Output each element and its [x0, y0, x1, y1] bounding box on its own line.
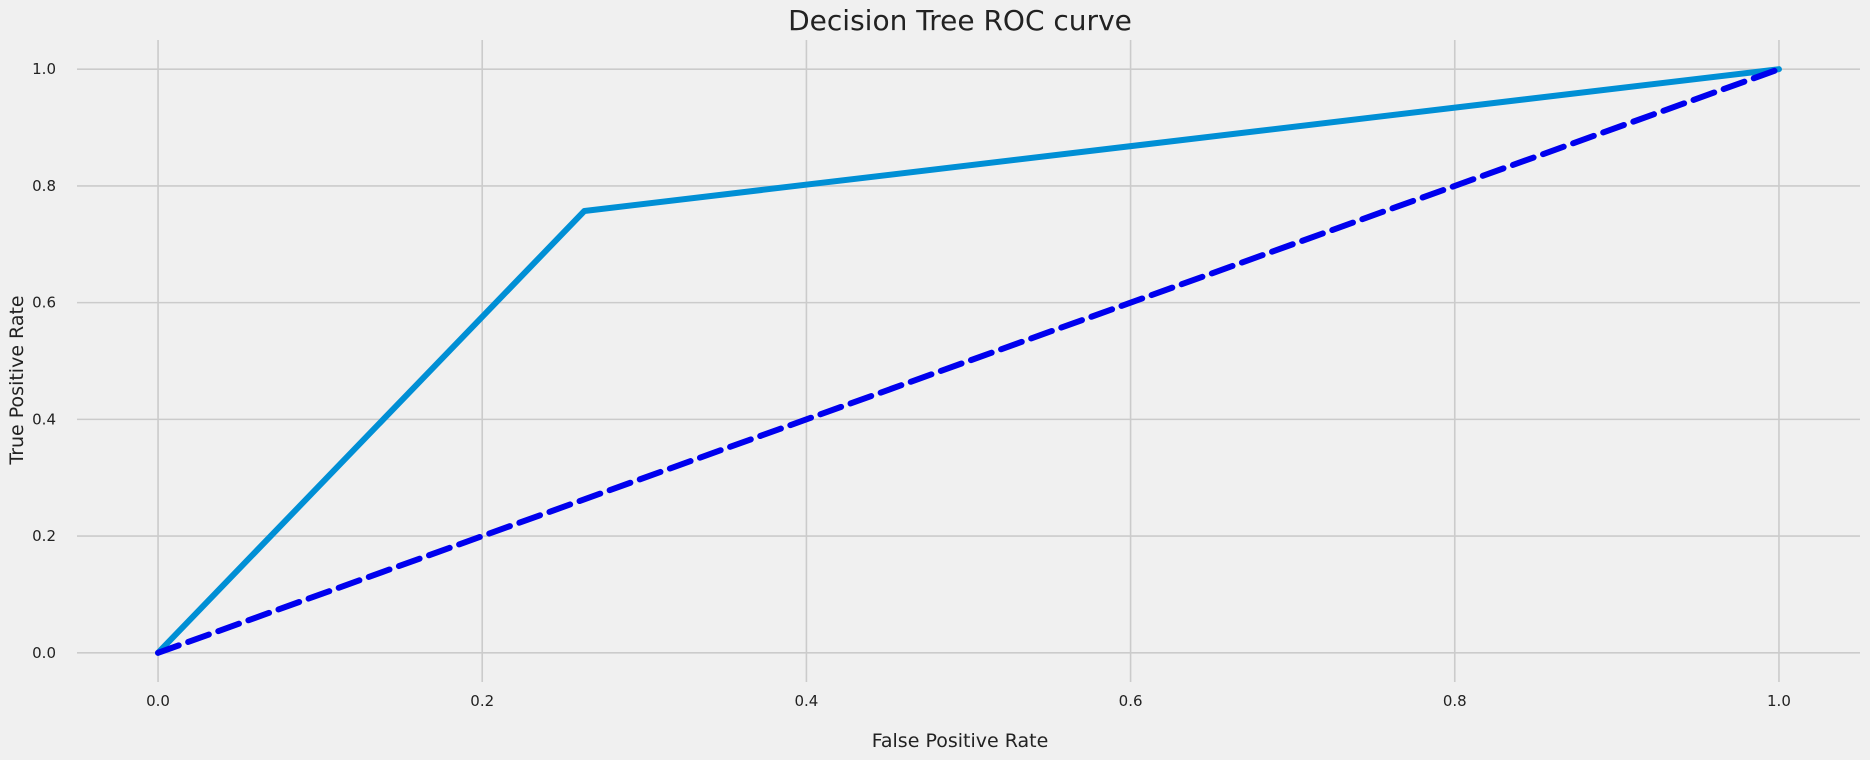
grid: [77, 40, 1860, 682]
x-tick-label: 1.0: [1767, 692, 1791, 710]
y-tick-label: 0.8: [32, 177, 56, 195]
y-tick-label: 0.0: [32, 644, 56, 662]
y-tick-label: 0.4: [32, 410, 56, 428]
y-tick-label: 1.0: [32, 60, 56, 78]
roc-curve-line: [155, 66, 1782, 656]
y-tick-labels: 0.0 0.2 0.4 0.6 0.8 1.0: [32, 60, 56, 662]
x-tick-label: 0.6: [1119, 692, 1143, 710]
x-axis-label: False Positive Rate: [872, 730, 1049, 752]
x-tick-label: 0.2: [470, 692, 494, 710]
x-tick-label: 0.4: [794, 692, 818, 710]
x-tick-labels: 0.0 0.2 0.4 0.6 0.8 1.0: [146, 692, 1791, 710]
y-axis-label: True Positive Rate: [6, 295, 28, 465]
chart-title: Decision Tree ROC curve: [788, 4, 1132, 37]
y-tick-label: 0.2: [32, 527, 56, 545]
y-tick-label: 0.6: [32, 294, 56, 312]
chance-diagonal-line: [155, 66, 1782, 656]
series-layer: [155, 66, 1782, 656]
x-tick-label: 0.8: [1443, 692, 1467, 710]
x-tick-label: 0.0: [146, 692, 170, 710]
